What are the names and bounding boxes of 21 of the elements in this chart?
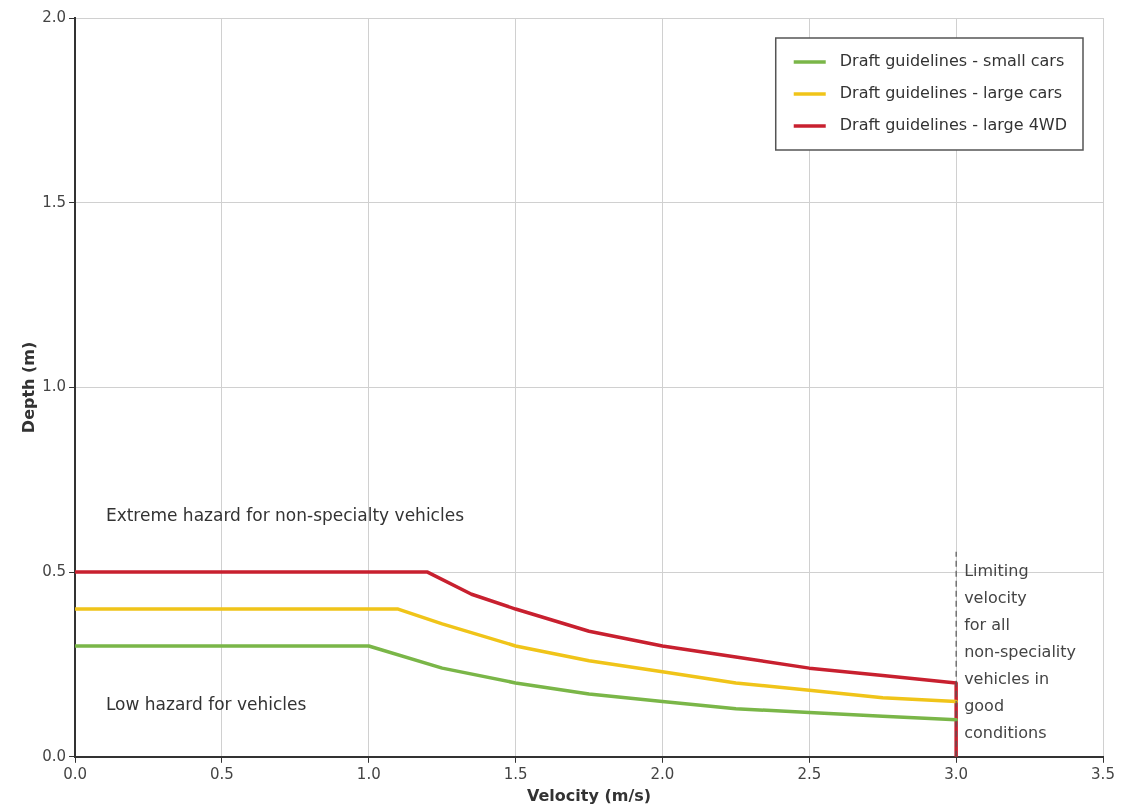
x-tick-label: 0.0: [63, 764, 87, 783]
annotation: Extreme hazard for non-specialty vehicles: [105, 505, 465, 526]
y-tick-label: 1.5: [42, 192, 67, 211]
legend-label: Draft guidelines - small cars: [839, 51, 1065, 71]
x-tick-label: 3.0: [944, 764, 969, 783]
legend-label: Draft guidelines - large 4WD: [839, 115, 1067, 135]
x-tick-label: 2.0: [650, 764, 675, 783]
y-tick-label: 0.5: [42, 561, 67, 580]
x-tick-label: 2.5: [797, 764, 822, 783]
x-tick-label: 0.5: [209, 764, 234, 783]
y-axis-title: Depth (m): [18, 341, 38, 434]
x-axis-title: Velocity (m/s): [526, 785, 652, 805]
annotation: Low hazard for vehicles: [105, 693, 307, 714]
x-tick-label: 3.5: [1091, 764, 1115, 783]
y-tick-label: 1.0: [42, 377, 67, 396]
x-tick-label: 1.5: [503, 764, 528, 783]
x-tick-label: 1.0: [356, 764, 381, 783]
legend-label: Draft guidelines - large cars: [839, 83, 1063, 103]
ref-line-label: Limiting velocity for all non-speciality vehicles in good conditions: [964, 560, 1077, 742]
y-tick-label: 0.0: [42, 746, 67, 765]
y-tick-label: 2.0: [42, 7, 67, 26]
